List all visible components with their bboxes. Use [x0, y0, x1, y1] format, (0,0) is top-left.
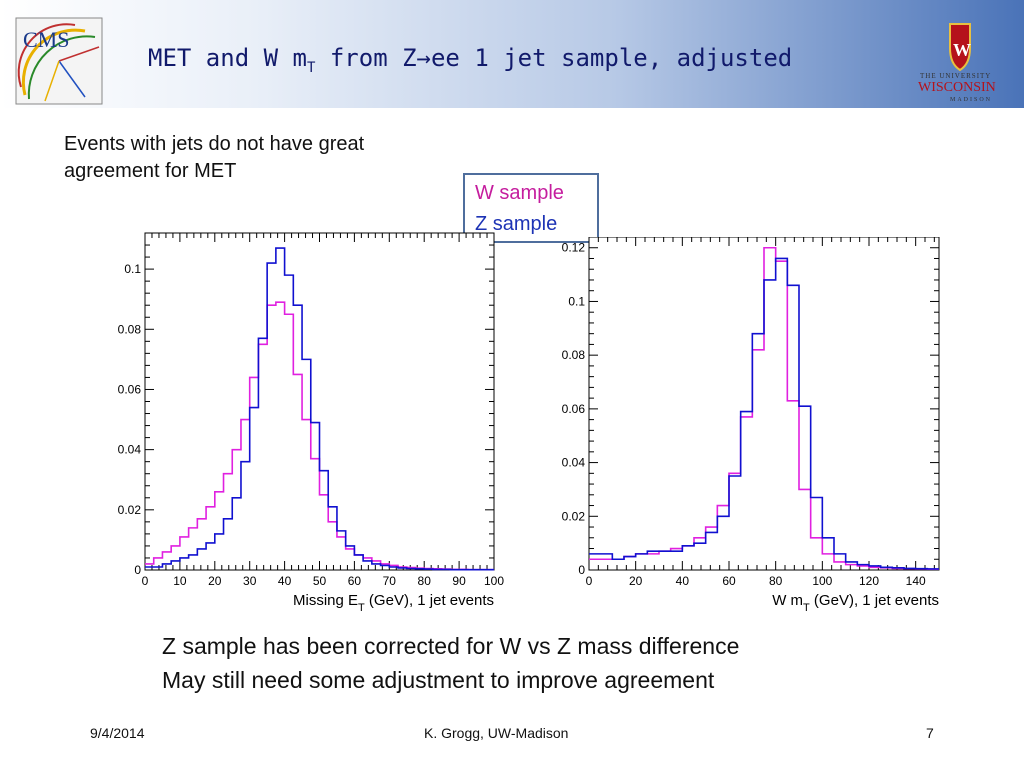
met-x-tick-label: 10 [173, 574, 187, 588]
wmt-y-tick-label: 0.02 [562, 509, 586, 523]
uw-logo-line1: THE UNIVERSITY [920, 72, 992, 80]
wmt-x-tick-label: 40 [676, 574, 690, 588]
wmt-y-tick-label: 0.04 [562, 456, 586, 470]
wmt-x-tick-label: 20 [629, 574, 643, 588]
met-y-tick-label: 0.08 [118, 322, 142, 336]
wmt-series-z-sample [589, 257, 939, 570]
title-subscript: T [306, 59, 316, 76]
note-line-2: May still need some adjustment to improv… [162, 667, 715, 693]
met-y-tick-label: 0 [134, 563, 141, 577]
footer-author: K. Grogg, UW-Madison [424, 725, 569, 741]
met-y-tick-label: 0.06 [118, 382, 142, 396]
footer-date: 9/4/2014 [90, 725, 145, 741]
wmt-x-tick-label: 0 [586, 574, 593, 588]
note-line-1: Z sample has been corrected for W vs Z m… [162, 633, 740, 659]
met-y-tick-label: 0.02 [118, 503, 142, 517]
wmt-x-tick-label: 80 [769, 574, 783, 588]
title-rest: from Z→ee 1 jet sample, adjusted [315, 44, 793, 72]
met-x-tick-label: 20 [208, 574, 222, 588]
wmt-y-tick-label: 0.06 [562, 402, 586, 416]
wmt-y-tick-label: 0.08 [562, 348, 586, 362]
intro-line-2: agreement for MET [64, 160, 237, 182]
met-x-tick-label: 100 [484, 574, 504, 588]
wmt-x-tick-label: 120 [859, 574, 879, 588]
met-x-tick-label: 70 [383, 574, 397, 588]
met-x-tick-label: 90 [452, 574, 466, 588]
wmt-histogram: 0 20 40 60 80 100 120 140 0 0.02 0.04 0.06 0.08 0.1 0.… [562, 237, 940, 614]
uw-logo-line3: MADISON [950, 97, 993, 103]
met-x-tick-label: 0 [142, 574, 149, 588]
met-x-tick-label: 60 [348, 574, 362, 588]
wmt-x-tick-label: 100 [812, 574, 832, 588]
met-y-tick-label: 0.04 [118, 443, 142, 457]
met-x-tick-label: 80 [418, 574, 432, 588]
footer-page-number: 7 [926, 725, 934, 741]
uw-logo-line2: WISCONSIN [918, 80, 996, 95]
wmt-y-tick-label: 0.1 [568, 294, 585, 308]
wmt-x-tick-label: 140 [906, 574, 926, 588]
wmt-y-tick-label: 0 [578, 563, 585, 577]
intro-line-1: Events with jets do not have great [64, 133, 365, 155]
met-plot-frame [144, 232, 495, 571]
svg-text:W: W [953, 40, 971, 60]
met-x-tick-label: 30 [243, 574, 257, 588]
uw-crest-logo: W [949, 23, 971, 72]
title-main: MET and W m [148, 44, 307, 72]
met-x-axis-title: Missing ET (GeV), 1 jet events [293, 592, 494, 614]
cms-logo: CMS [15, 17, 103, 105]
wmt-x-axis-title: W mT (GeV), 1 jet events [772, 592, 939, 614]
legend-z-sample: Z sample [475, 213, 558, 235]
met-x-tick-label: 50 [313, 574, 327, 588]
met-series-z-sample [145, 247, 494, 571]
header-banner [0, 0, 1024, 108]
slide-title: MET and W mT from Z→ee 1 jet sample, adj… [148, 44, 792, 76]
cms-logo-text: CMS [23, 27, 69, 52]
wmt-x-tick-label: 60 [722, 574, 736, 588]
met-x-tick-label: 40 [278, 574, 292, 588]
met-y-tick-label: 0.1 [124, 262, 141, 276]
legend-box: W sample Z sample [463, 173, 599, 243]
met-histogram: 0 10 20 30 40 50 60 70 80 90 100 0 0.02 0.04 0.06 0.08 0… [118, 232, 504, 614]
wmt-y-tick-label: 0.12 [562, 241, 586, 255]
legend-w-sample: W sample [475, 182, 564, 204]
